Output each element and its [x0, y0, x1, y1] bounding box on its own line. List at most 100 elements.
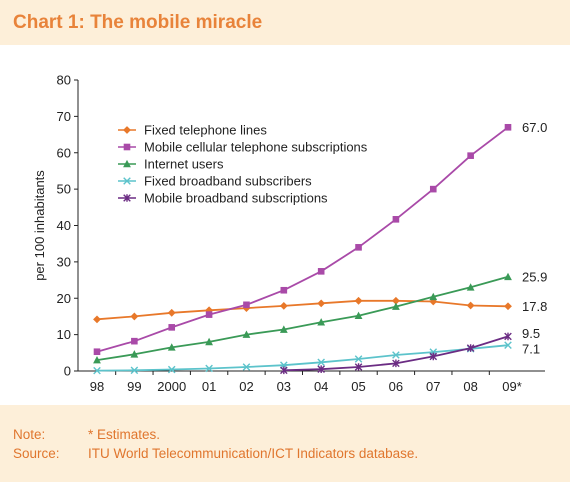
legend-item: Fixed telephone lines — [118, 123, 267, 138]
legend-item: Mobile broadband subscriptions — [118, 191, 328, 206]
data-point — [429, 185, 437, 193]
y-tick-label: 30 — [57, 254, 71, 269]
x-tick-label: 09* — [502, 379, 522, 394]
series-1 — [93, 123, 512, 356]
data-point — [279, 325, 288, 333]
note-label: Note: — [13, 427, 46, 442]
data-point — [317, 268, 325, 275]
data-point — [467, 152, 474, 159]
series-line — [96, 275, 509, 361]
end-value-label: 67.0 — [522, 120, 547, 135]
data-point — [279, 301, 288, 310]
data-point — [242, 363, 251, 371]
data-point — [317, 299, 326, 308]
end-value-label: 25.9 — [522, 269, 547, 284]
data-point — [123, 159, 131, 168]
legend-label: Fixed broadband subscribers — [144, 174, 312, 189]
data-point — [280, 286, 288, 294]
data-point — [354, 363, 363, 371]
x-tick-label: 08 — [463, 379, 477, 394]
data-point — [131, 337, 138, 345]
data-point — [466, 283, 475, 291]
data-point — [392, 302, 400, 310]
data-point — [355, 244, 362, 251]
legend-label: Internet users — [144, 157, 224, 172]
data-point — [504, 272, 512, 281]
x-tick-label: 06 — [389, 379, 403, 394]
y-tick-label: 10 — [57, 327, 71, 342]
legend-item: Mobile cellular telephone subscriptions — [118, 140, 368, 155]
source-text: ITU World Telecommunication/ICT Indicato… — [88, 446, 419, 461]
data-point — [504, 123, 512, 131]
y-tick-label: 80 — [57, 73, 71, 88]
y-axis-label: per 100 inhabitants — [32, 170, 47, 281]
data-point — [205, 364, 213, 373]
data-point — [429, 352, 438, 361]
data-point — [317, 318, 326, 326]
data-point — [93, 348, 101, 356]
x-tick-label: 01 — [202, 379, 216, 394]
data-point — [280, 366, 288, 375]
note-text: * Estimates. — [88, 427, 161, 442]
end-value-label: 7.1 — [522, 342, 540, 357]
data-point — [504, 332, 512, 341]
data-point — [317, 365, 325, 373]
data-point — [168, 324, 176, 331]
x-tick-label: 02 — [239, 379, 253, 394]
data-point — [392, 351, 400, 359]
y-tick-label: 20 — [57, 291, 71, 306]
x-tick-label: 2000 — [157, 379, 186, 394]
end-value-label: 9.5 — [522, 326, 540, 341]
series-3 — [93, 341, 512, 375]
data-point — [242, 330, 251, 338]
data-point — [392, 296, 400, 305]
data-point — [354, 355, 363, 363]
x-tick-label: 05 — [351, 379, 365, 394]
x-tick-label: 03 — [277, 379, 291, 394]
source-label: Source: — [13, 446, 60, 461]
y-tick-label: 70 — [57, 109, 71, 124]
data-point — [130, 350, 139, 358]
series-0 — [93, 296, 512, 324]
series-line — [96, 299, 509, 321]
y-tick-label: 60 — [57, 145, 71, 160]
y-tick-label: 40 — [57, 218, 71, 233]
legend-label: Mobile broadband subscriptions — [144, 191, 328, 206]
legend-label: Fixed telephone lines — [144, 123, 267, 138]
data-point — [130, 366, 139, 375]
data-point — [243, 301, 250, 309]
data-point — [167, 343, 176, 351]
data-point — [123, 143, 131, 151]
data-point — [429, 292, 438, 301]
chart-panel: 0 10 20 30 40 50 60 70 80 98 99 2000 01 02 03 04 05 06 07 0… — [0, 45, 570, 405]
data-point — [205, 337, 213, 346]
data-point — [93, 315, 101, 324]
series-4 — [280, 332, 512, 375]
x-tick-label: 98 — [90, 379, 104, 394]
data-point — [392, 216, 400, 223]
legend-item: Internet users — [118, 157, 224, 172]
data-point — [205, 311, 213, 318]
data-point — [93, 355, 101, 364]
legend-label: Mobile cellular telephone subscriptions — [144, 140, 368, 155]
legend-item: Fixed broadband subscribers — [118, 174, 312, 189]
line-chart: 0 10 20 30 40 50 60 70 80 98 99 2000 01 02 03 04 05 06 07 0… — [32, 73, 547, 395]
data-point — [392, 359, 400, 368]
data-point — [317, 358, 325, 367]
series-line — [96, 126, 509, 353]
data-point — [354, 311, 363, 320]
x-tick-label: 99 — [127, 379, 141, 394]
data-point — [167, 308, 176, 317]
data-point — [123, 177, 131, 185]
data-point — [466, 344, 475, 352]
chart-title: Chart 1: The mobile miracle — [13, 12, 263, 33]
data-point — [354, 296, 363, 305]
data-point — [123, 126, 131, 134]
x-tick-label: 04 — [314, 379, 328, 394]
data-point — [466, 301, 475, 310]
legend: Fixed telephone lines Mobile cellular tel… — [118, 123, 368, 206]
end-value-label: 17.8 — [522, 299, 547, 314]
data-point — [130, 312, 139, 321]
series-2 — [93, 272, 512, 364]
data-point — [504, 341, 512, 349]
